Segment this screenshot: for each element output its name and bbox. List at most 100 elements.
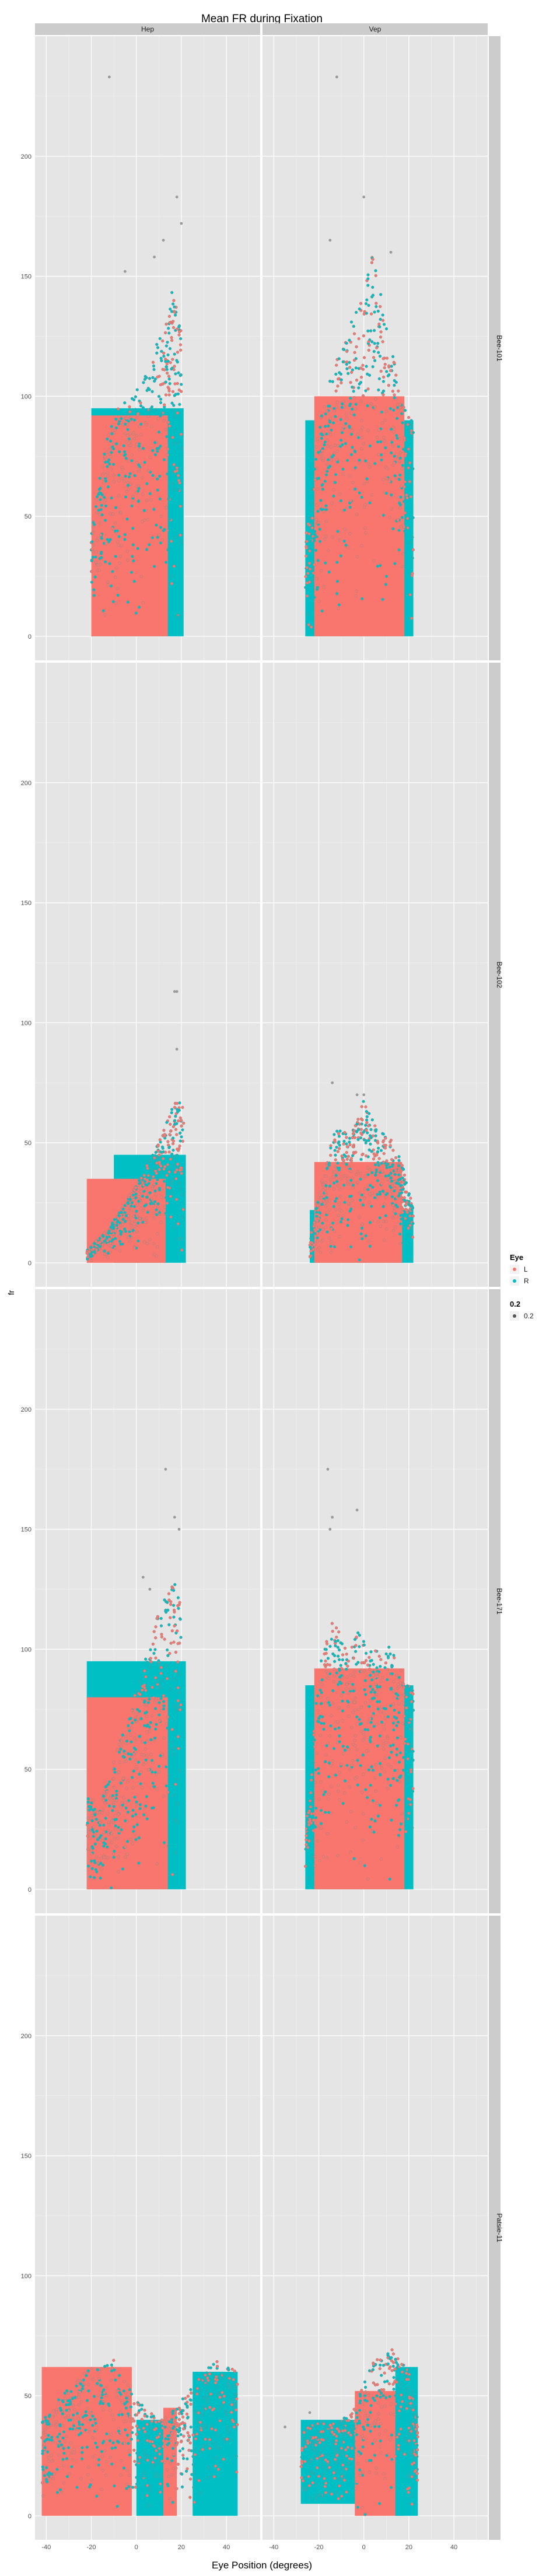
data-point <box>365 1796 369 1800</box>
data-point <box>133 474 136 478</box>
data-point <box>180 1216 184 1219</box>
data-point <box>351 481 355 485</box>
data-point <box>43 2474 47 2477</box>
data-point <box>335 1177 338 1181</box>
data-point <box>117 1855 120 1859</box>
data-point <box>351 1132 355 1136</box>
data-point <box>383 1202 386 1206</box>
data-point <box>170 1728 174 1731</box>
data-point <box>366 1720 370 1724</box>
data-point <box>389 1765 393 1769</box>
data-point <box>356 1661 360 1664</box>
data-point <box>98 521 102 525</box>
data-point <box>402 1682 405 1686</box>
data-point <box>321 1855 326 1859</box>
data-point <box>335 449 339 453</box>
data-point <box>380 453 383 457</box>
data-point <box>178 505 182 508</box>
data-point <box>135 1765 138 1769</box>
data-point <box>158 1168 161 1171</box>
outlier-point <box>328 1528 332 1531</box>
data-point <box>90 570 93 573</box>
data-point <box>326 2460 330 2463</box>
data-point <box>379 2363 382 2367</box>
data-point <box>360 1118 364 1122</box>
data-point <box>102 1831 106 1834</box>
data-point <box>118 554 123 558</box>
data-point <box>390 365 393 368</box>
data-point <box>163 1206 166 1209</box>
data-point <box>362 1812 365 1816</box>
data-point <box>180 383 183 386</box>
data-point <box>134 2486 137 2489</box>
data-point <box>342 2479 346 2482</box>
data-point <box>405 494 408 497</box>
data-point <box>148 492 152 495</box>
data-point <box>371 285 374 289</box>
data-point <box>84 2410 88 2414</box>
data-point <box>336 1854 340 1857</box>
data-point <box>399 1774 402 1778</box>
data-point <box>177 1606 180 1610</box>
data-point <box>158 1160 161 1164</box>
data-point <box>402 1741 407 1745</box>
data-point <box>176 1110 180 1114</box>
data-point <box>342 1184 346 1187</box>
data-point <box>61 2412 65 2416</box>
data-point <box>144 376 148 379</box>
data-point <box>150 2412 153 2416</box>
data-point <box>324 425 327 428</box>
legend-swatch-R <box>513 1279 516 1283</box>
data-point <box>382 1140 385 1144</box>
data-point <box>139 1176 143 1180</box>
data-point <box>103 1252 107 1256</box>
data-point <box>312 1248 315 1251</box>
data-point <box>330 2433 333 2437</box>
data-point <box>148 1726 151 1729</box>
data-point <box>174 1670 177 1673</box>
data-point <box>138 425 141 428</box>
data-point <box>320 1678 324 1682</box>
data-point <box>144 1182 148 1186</box>
data-point <box>352 1700 356 1704</box>
data-point <box>408 424 411 428</box>
data-point <box>177 1746 180 1751</box>
data-point <box>408 480 412 484</box>
data-point <box>309 1784 313 1787</box>
data-point <box>374 2472 378 2475</box>
data-point <box>389 1176 393 1180</box>
data-point <box>169 1616 172 1619</box>
data-point <box>155 1171 158 1175</box>
data-point <box>304 554 308 558</box>
data-point <box>345 1763 349 1768</box>
data-point <box>57 2402 60 2406</box>
data-point <box>387 384 390 387</box>
data-point <box>351 1154 355 1157</box>
legend-label: 0.2 <box>524 1312 534 1320</box>
data-point <box>218 2406 222 2410</box>
data-point <box>320 436 323 440</box>
data-point <box>110 2369 114 2373</box>
data-point <box>167 387 171 391</box>
data-point <box>143 2449 146 2452</box>
data-point <box>144 2453 147 2456</box>
data-point <box>343 1791 346 1795</box>
data-point <box>130 1209 134 1213</box>
data-point <box>85 2399 89 2402</box>
data-point <box>373 359 377 362</box>
data-point <box>376 2358 379 2361</box>
data-point <box>300 2476 303 2480</box>
data-point <box>152 1242 156 1245</box>
data-point <box>384 1214 387 1217</box>
data-point <box>411 1709 415 1712</box>
column-strip-label: Hep <box>141 25 154 33</box>
data-point <box>348 532 352 536</box>
data-point <box>384 1661 388 1665</box>
data-point <box>160 2422 164 2426</box>
data-point <box>181 2415 185 2419</box>
data-point <box>106 538 109 541</box>
data-point <box>197 2389 201 2393</box>
data-point <box>99 491 103 495</box>
data-point <box>137 2428 141 2431</box>
data-point <box>401 421 404 425</box>
